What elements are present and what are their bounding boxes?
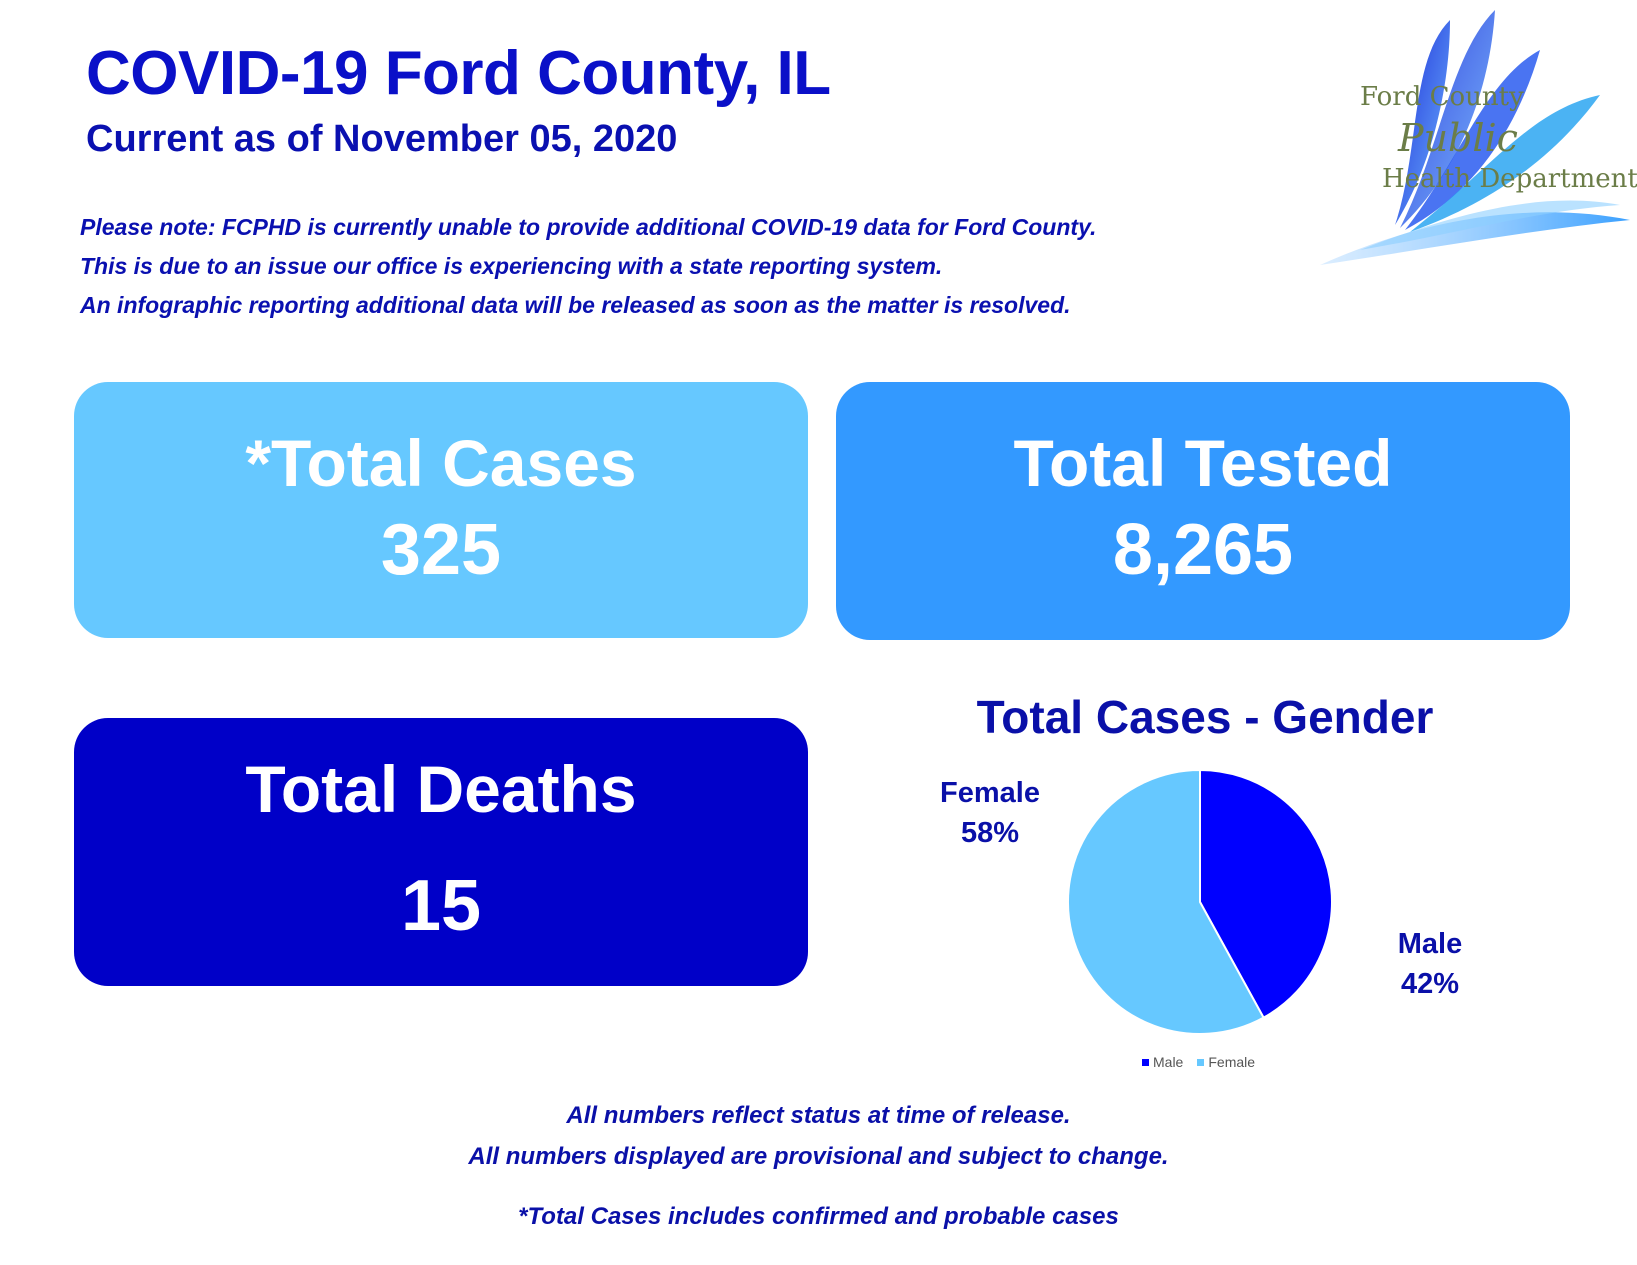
- logo-text-line: Public: [1398, 116, 1518, 160]
- female-category-label: Female: [940, 777, 1040, 809]
- notice-line: An infographic reporting additional data…: [80, 292, 1071, 318]
- pie-slice-male: [1199, 768, 1333, 1020]
- page-subtitle: Current as of November 05, 2020: [86, 118, 678, 160]
- total-cases-value: 325: [380, 510, 502, 590]
- legend-label-male: Male: [1153, 1054, 1184, 1070]
- notice-block: Please note: FCPHD is currently unable t…: [80, 208, 1096, 325]
- notice-line: This is due to an issue our office is ex…: [80, 253, 943, 279]
- logo-text-line: Ford County: [1360, 82, 1524, 112]
- male-category-label: Male: [1397, 928, 1463, 960]
- legend-item-female: Female: [1197, 1054, 1255, 1070]
- total-cases-card: *Total Cases 325: [74, 382, 808, 638]
- chart-title: Total Cases - Gender: [976, 691, 1434, 743]
- total-tested-label: Total Tested: [1013, 426, 1393, 500]
- logo-text-line: Health Department: [1382, 164, 1637, 194]
- female-percent-label: 58%: [960, 817, 1020, 849]
- notice-line: Please note: FCPHD is currently unable t…: [80, 214, 1097, 240]
- footer-note: All numbers reflect status at time of re…: [566, 1102, 1071, 1129]
- male-slice-label: Male 42%: [1370, 924, 1490, 1004]
- male-percent-label: 42%: [1400, 968, 1460, 1000]
- pie-slice-female: [1066, 768, 1265, 1035]
- health-department-logo: Ford County Public Health Department: [1300, 0, 1637, 280]
- total-tested-value: 8,265: [1112, 510, 1294, 590]
- footer-note: All numbers displayed are provisional an…: [468, 1143, 1169, 1170]
- chart-legend: Male Female: [1142, 1054, 1255, 1070]
- total-deaths-label: Total Deaths: [245, 752, 637, 826]
- logo-feather-graphic: [1320, 10, 1630, 265]
- legend-label-female: Female: [1208, 1054, 1256, 1070]
- legend-swatch-male: [1142, 1058, 1149, 1066]
- total-deaths-value: 15: [400, 866, 482, 946]
- total-cases-label: *Total Cases: [245, 426, 637, 500]
- page-title: COVID-19 Ford County, IL: [86, 39, 831, 108]
- total-deaths-card: Total Deaths 15: [74, 718, 808, 986]
- female-slice-label: Female 58%: [930, 773, 1050, 853]
- legend-item-male: Male: [1142, 1054, 1183, 1070]
- gender-pie-chart: [1066, 768, 1333, 1035]
- total-tested-card: Total Tested 8,265: [836, 382, 1570, 640]
- footer-note: *Total Cases includes confirmed and prob…: [518, 1203, 1119, 1230]
- legend-swatch-female: [1197, 1058, 1205, 1066]
